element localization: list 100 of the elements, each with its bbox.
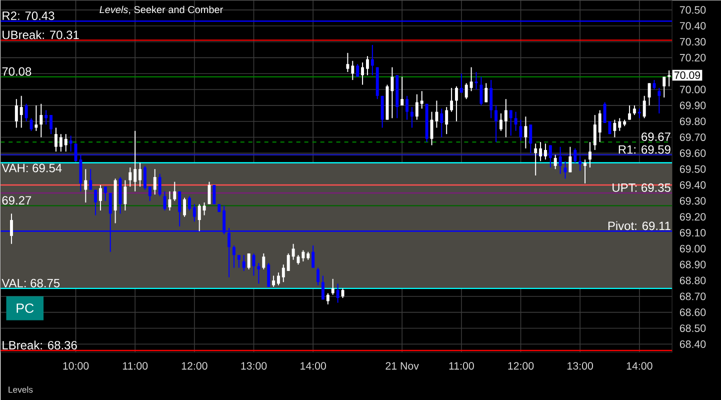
candlestick bbox=[346, 52, 350, 72]
y-tick-label: 69.30 bbox=[680, 197, 706, 205]
y-tick-label: 69.20 bbox=[680, 213, 706, 221]
candlestick bbox=[494, 104, 498, 143]
candlestick bbox=[668, 70, 671, 87]
text: Levels bbox=[8, 386, 33, 393]
candlestick bbox=[40, 103, 43, 138]
candlestick bbox=[598, 110, 602, 143]
ref-line-label: 70.08 bbox=[2, 67, 32, 76]
candlestick bbox=[356, 64, 360, 78]
candlestick bbox=[499, 112, 502, 132]
candlestick bbox=[366, 56, 369, 76]
x-tick-label: 12:00 bbox=[182, 362, 208, 370]
y-tick-label: 69.00 bbox=[680, 244, 706, 252]
candlestick bbox=[158, 173, 162, 197]
candlestick bbox=[662, 76, 666, 98]
candlestick bbox=[370, 44, 374, 76]
candlestick bbox=[50, 114, 53, 135]
x-tick-label: 21 Nov bbox=[386, 362, 419, 370]
x-tick-label: 14:00 bbox=[300, 362, 326, 370]
candlestick bbox=[24, 103, 28, 122]
ref-line-label: 69.27 bbox=[2, 196, 32, 205]
candlestick bbox=[267, 262, 270, 288]
candlestick bbox=[445, 106, 448, 135]
ref-line-label: VAH: 69.54 bbox=[2, 164, 62, 172]
x-tick-label: 14:00 bbox=[626, 362, 652, 370]
x-tick-label: 10:00 bbox=[63, 362, 89, 370]
x-tick-label: 12:00 bbox=[508, 362, 534, 370]
candlestick bbox=[134, 130, 137, 192]
candlestick bbox=[544, 143, 547, 160]
candlestick bbox=[302, 250, 305, 262]
candlestick bbox=[534, 143, 538, 176]
x-tick-label: 13:00 bbox=[241, 362, 267, 370]
candlestick bbox=[406, 95, 409, 120]
y-tick-label: 68.80 bbox=[680, 276, 706, 284]
candlestick bbox=[237, 254, 240, 268]
y-tick-label: 68.60 bbox=[680, 308, 706, 316]
candlestick bbox=[54, 127, 58, 152]
candlestick bbox=[198, 204, 201, 232]
candlestick bbox=[648, 82, 651, 106]
candlestick bbox=[84, 168, 88, 203]
candlestick bbox=[64, 134, 68, 152]
y-tick-label: 70.30 bbox=[680, 38, 706, 46]
annotation: 70.09 bbox=[674, 71, 700, 79]
candlestick bbox=[89, 168, 92, 190]
y-tick-label: 69.50 bbox=[680, 165, 706, 173]
x-tick-label: 11:00 bbox=[122, 362, 148, 370]
candlestick bbox=[34, 104, 38, 132]
candlestick bbox=[128, 166, 132, 188]
candlestick bbox=[262, 252, 266, 270]
y-tick-label: 69.80 bbox=[680, 118, 706, 126]
candlestick bbox=[514, 111, 518, 132]
candlestick bbox=[286, 252, 290, 272]
candlestick bbox=[632, 104, 636, 116]
candlestick bbox=[276, 272, 280, 286]
candlestick bbox=[124, 180, 127, 211]
candlestick bbox=[613, 119, 616, 138]
candlestick bbox=[554, 154, 557, 170]
candlestick bbox=[351, 60, 354, 80]
candlestick bbox=[450, 87, 454, 112]
candlestick bbox=[361, 62, 364, 86]
candlestick bbox=[470, 66, 473, 92]
candlestick bbox=[410, 106, 414, 128]
candlestick bbox=[464, 82, 468, 100]
y-tick-label: 69.70 bbox=[680, 133, 706, 142]
candlestick bbox=[584, 159, 587, 184]
candlestick bbox=[454, 86, 458, 122]
y-tick-label: 69.40 bbox=[680, 181, 706, 189]
candlestick bbox=[548, 144, 552, 168]
candlestick bbox=[588, 142, 592, 168]
candlestick bbox=[153, 168, 156, 196]
candlestick bbox=[282, 264, 285, 283]
ref-line-label: UBreak: 70.31 bbox=[2, 30, 79, 40]
y-tick-label: 68.90 bbox=[680, 260, 706, 268]
y-tick-label: 68.70 bbox=[680, 292, 706, 300]
candlestick bbox=[183, 197, 186, 218]
candlestick bbox=[390, 66, 394, 119]
candlestick bbox=[272, 275, 276, 288]
candlestick bbox=[148, 186, 152, 202]
candlestick bbox=[460, 73, 463, 94]
candlestick bbox=[94, 189, 98, 216]
candlestick bbox=[316, 267, 320, 286]
candlestick bbox=[138, 162, 142, 188]
candlestick bbox=[380, 95, 384, 128]
candlestick bbox=[603, 102, 606, 124]
candlestick bbox=[178, 190, 182, 227]
candlestick bbox=[504, 98, 508, 138]
candlestick bbox=[292, 243, 295, 260]
candlestick bbox=[400, 76, 404, 106]
candlestick bbox=[490, 79, 493, 119]
candlestick bbox=[480, 76, 483, 106]
candlestick bbox=[99, 184, 102, 211]
y-tick-label: 69.90 bbox=[680, 102, 706, 110]
candlestick bbox=[415, 94, 418, 120]
candlestick bbox=[435, 100, 438, 128]
ref-line-label: LBreak: 68.36 bbox=[2, 340, 77, 350]
ref-line-label: Pivot: 69.11 bbox=[608, 221, 670, 230]
candlestick bbox=[558, 146, 562, 174]
candlestick bbox=[257, 262, 260, 284]
candlestick bbox=[593, 114, 596, 150]
